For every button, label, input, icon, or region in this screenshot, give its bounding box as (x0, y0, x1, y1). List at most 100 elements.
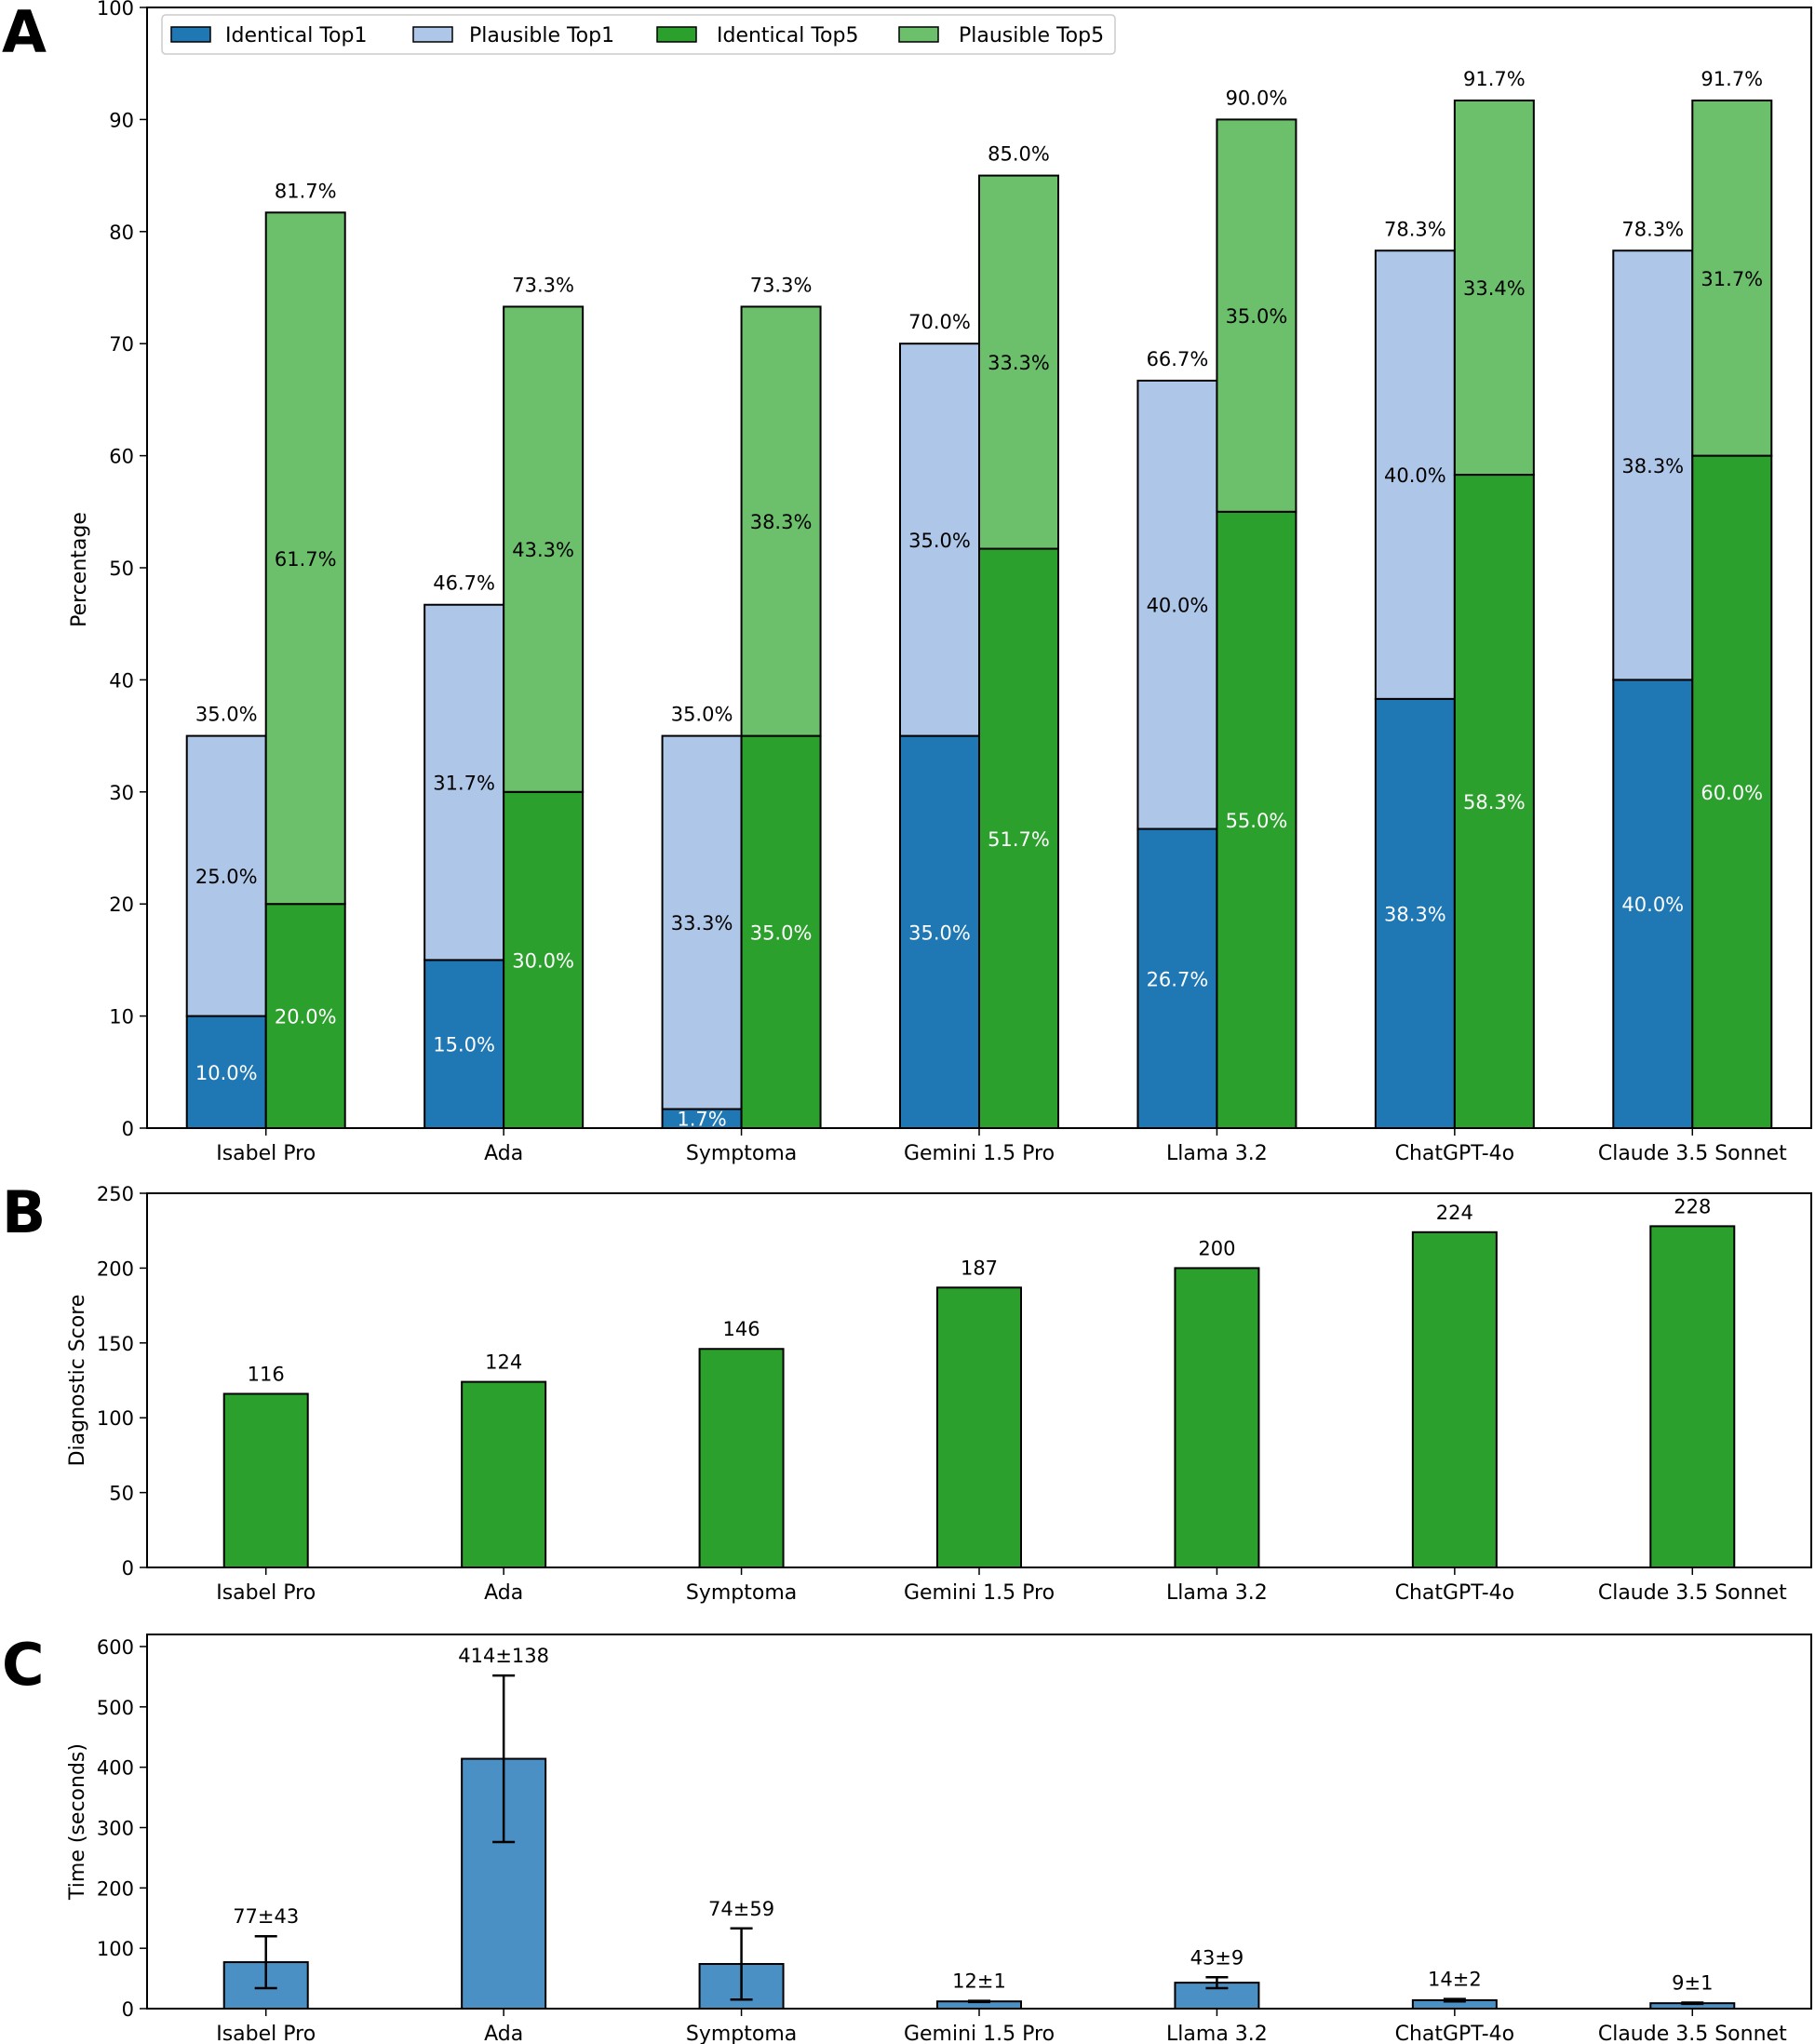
panel-c-y-ticks: 0 100 200 300 400 500 600 (97, 1636, 147, 2021)
panel-a-stacked-bar-chart: 0 10 20 30 40 50 60 70 80 90 100 10.0% 25.0% 35.0% 20… (68, 0, 1812, 1165)
bar-plausible-top5 (1453, 99, 1535, 477)
label-identical-top5: 35.0% (750, 921, 813, 944)
panel-c-frame (146, 1634, 1812, 2010)
y-tick-label: 0 (122, 1557, 134, 1580)
panel-b-bars: 116 124 146 187 200 224 228 (222, 1195, 1736, 1569)
label-plausible-top5: 31.7% (1701, 268, 1763, 290)
x-tick-label: Llama 3.2 (1166, 1581, 1268, 1605)
y-tick-label: 250 (97, 1183, 134, 1205)
label-identical-top1: 35.0% (908, 921, 971, 944)
panel-c-bars: 77±43 414±138 74±59 12±1 43±9 14±2 9±1 (222, 1645, 1736, 2010)
y-tick-label: 50 (109, 1483, 134, 1505)
label-plausible-top1: 31.7% (433, 773, 495, 795)
bar-identical-top1 (185, 1015, 267, 1129)
bar-plausible-top1 (424, 603, 505, 961)
label-plausible-top5: 33.3% (988, 352, 1050, 374)
bar-plausible-top1 (899, 343, 980, 737)
x-tick-label: Claude 3.5 Sonnet (1598, 2023, 1787, 2044)
label-plausible-top5: 43.3% (512, 539, 574, 561)
y-tick-label: 30 (109, 782, 134, 804)
label-diagnostic-score: 224 (1436, 1202, 1473, 1224)
label-total-top1: 78.3% (1384, 218, 1446, 240)
x-tick-label: ChatGPT-4o (1395, 1142, 1515, 1165)
y-tick-label: 0 (122, 1118, 134, 1140)
x-tick-label: Symptoma (686, 1142, 797, 1165)
label-plausible-top1: 40.0% (1384, 464, 1446, 487)
label-identical-top5: 60.0% (1701, 782, 1763, 804)
bar-diagnostic-score (461, 1380, 547, 1569)
bar-identical-top5 (740, 734, 822, 1129)
label-identical-top1: 26.7% (1147, 968, 1209, 990)
legend-label-identical-top5: Identical Top5 (717, 24, 858, 47)
label-plausible-top1: 35.0% (908, 530, 971, 552)
label-time: 14±2 (1428, 1969, 1482, 1991)
x-tick-label: Isabel Pro (216, 1142, 316, 1165)
label-plausible-top5: 61.7% (275, 548, 337, 571)
label-total-top5: 91.7% (1463, 68, 1526, 90)
label-time: 9±1 (1672, 1972, 1713, 1995)
x-tick-label: Gemini 1.5 Pro (904, 1581, 1055, 1605)
panel-a-x-ticks: Isabel Pro Ada Symptoma Gemini 1.5 Pro Llama… (216, 1128, 1787, 1165)
label-identical-top1: 38.3% (1384, 903, 1446, 925)
label-plausible-top5: 38.3% (750, 511, 813, 533)
panel-b-bar-chart: 0 50 100 150 200 250 116 124 146 187 200 224 228 Is… (66, 1183, 1812, 1605)
label-plausible-top1: 25.0% (195, 866, 258, 888)
bar-plausible-top1 (661, 734, 743, 1110)
legend-label-plausible-top5: Plausible Top5 (959, 24, 1104, 47)
y-tick-label: 70 (109, 333, 134, 356)
x-tick-label: ChatGPT-4o (1395, 1581, 1515, 1605)
bar-identical-top5 (1691, 454, 1773, 1130)
panel-letter-a: A (2, 0, 47, 66)
legend-swatch-plausible-top5 (898, 26, 939, 43)
x-tick-label: Ada (484, 1142, 523, 1165)
bar-identical-top1 (1612, 679, 1694, 1130)
label-identical-top5: 20.0% (275, 1006, 337, 1029)
panel-a-bars: 10.0% 25.0% 35.0% 20.0% 61.7% 81.7% 15.0% 31.7%… (185, 68, 1773, 1131)
bar-identical-top5 (264, 903, 346, 1130)
panel-c-x-ticks: Isabel Pro Ada Symptoma Gemini 1.5 Pro Llama… (216, 2009, 1787, 2044)
y-tick-label: 100 (97, 0, 134, 20)
label-time: 77±43 (233, 1905, 299, 1928)
label-time: 43±9 (1190, 1946, 1244, 1969)
x-tick-label: Isabel Pro (216, 2023, 316, 2044)
legend-label-plausible-top1: Plausible Top1 (469, 24, 614, 47)
bar-plausible-top1 (1374, 249, 1456, 700)
panel-a-ylabel: Percentage (68, 512, 91, 627)
x-tick-label: Llama 3.2 (1166, 1142, 1268, 1165)
label-total-top1: 46.7% (433, 572, 495, 595)
label-identical-top5: 55.0% (1226, 810, 1288, 832)
label-total-top1: 78.3% (1621, 218, 1684, 240)
bar-plausible-top1 (1136, 379, 1218, 830)
y-tick-label: 200 (97, 1877, 134, 1900)
bar-diagnostic-score (1174, 1267, 1260, 1569)
legend-swatch-identical-top1 (170, 26, 211, 43)
legend-swatch-identical-top5 (656, 26, 697, 43)
y-tick-label: 100 (97, 1407, 134, 1430)
bar-diagnostic-score (1411, 1230, 1498, 1568)
label-diagnostic-score: 124 (485, 1351, 522, 1374)
y-tick-label: 90 (109, 109, 134, 131)
bar-identical-top1 (1374, 697, 1456, 1129)
bar-diagnostic-score (1649, 1225, 1736, 1568)
panel-a-y-ticks: 0 10 20 30 40 50 60 70 80 90 100 (97, 0, 147, 1140)
panel-b-ylabel: Diagnostic Score (66, 1295, 89, 1467)
label-total-top1: 35.0% (671, 704, 733, 726)
label-diagnostic-score: 116 (248, 1363, 285, 1385)
y-tick-label: 400 (97, 1757, 134, 1780)
x-tick-label: Isabel Pro (216, 1581, 316, 1605)
label-time: 414±138 (458, 1645, 549, 1667)
label-total-top5: 73.3% (512, 274, 574, 296)
legend-label-identical-top1: Identical Top1 (225, 24, 367, 47)
bar-plausible-top5 (740, 305, 822, 737)
y-tick-label: 300 (97, 1817, 134, 1839)
bar-identical-top5 (978, 547, 1059, 1129)
x-tick-label: Gemini 1.5 Pro (904, 2023, 1055, 2044)
bar-identical-top5 (503, 790, 585, 1129)
label-total-top5: 90.0% (1226, 87, 1288, 109)
label-total-top1: 66.7% (1147, 348, 1209, 370)
label-diagnostic-score: 228 (1674, 1195, 1711, 1217)
label-identical-top1: 1.7% (677, 1109, 726, 1131)
label-plausible-top1: 33.3% (671, 912, 733, 935)
panel-c-bar-chart: 0 100 200 300 400 500 600 77±43 414±138 74±59 12±… (66, 1634, 1812, 2044)
